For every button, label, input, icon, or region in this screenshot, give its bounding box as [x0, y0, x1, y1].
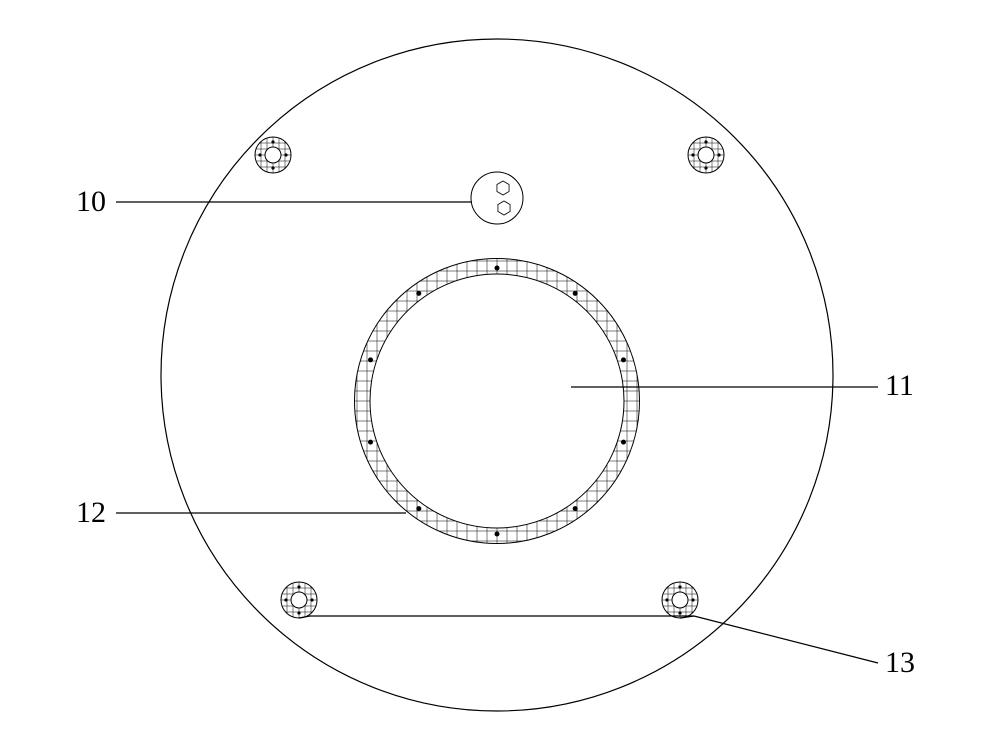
bolt-dot: [691, 153, 694, 156]
bolt-hole-inner: [672, 592, 688, 608]
diagram-svg: 10 11 12 13: [0, 0, 1000, 736]
bolt-dot: [284, 153, 287, 156]
hub-circle: [471, 172, 523, 224]
ring-dot: [573, 506, 578, 511]
outer-disc: [161, 39, 833, 711]
label-10: 10: [76, 185, 106, 218]
bolt-hole-inner: [265, 147, 281, 163]
bolt-hole-inner: [698, 147, 714, 163]
bolt-dot: [704, 140, 707, 143]
ring-dot: [368, 357, 373, 362]
bolt-hole-inner: [291, 592, 307, 608]
bolt-dot: [258, 153, 261, 156]
label-13: 13: [885, 646, 915, 679]
bolt-dot: [678, 585, 681, 588]
ring-dot: [368, 440, 373, 445]
label-12: 12: [76, 496, 106, 529]
label-11: 11: [885, 369, 914, 402]
ring-inner: [370, 274, 624, 528]
ring-dot: [495, 532, 500, 537]
ring-dot: [416, 506, 421, 511]
bolt-dot: [717, 153, 720, 156]
bolt-dot: [678, 611, 681, 614]
bolt-dot: [297, 585, 300, 588]
ring-dot: [416, 291, 421, 296]
bolt-dot: [691, 598, 694, 601]
bolt-dot: [284, 598, 287, 601]
ring-dot: [621, 357, 626, 362]
bolt-dot: [310, 598, 313, 601]
ring-dot: [573, 291, 578, 296]
bolt-dot: [704, 166, 707, 169]
leader-line: [694, 616, 878, 663]
bolt-dot: [271, 166, 274, 169]
ring-dot: [621, 440, 626, 445]
bolt-dot: [665, 598, 668, 601]
leader-line: [299, 616, 310, 618]
bolt-dot: [297, 611, 300, 614]
bolt-dot: [271, 140, 274, 143]
ring-dot: [495, 266, 500, 271]
